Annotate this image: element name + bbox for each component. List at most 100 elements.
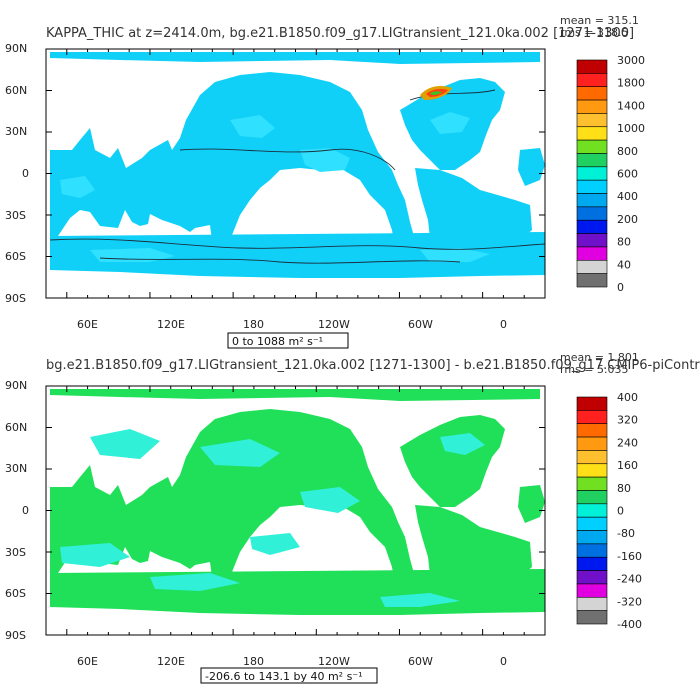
lat-label: 60S: [5, 250, 26, 263]
colorbar-swatch: [576, 139, 608, 154]
lat-label: 60S: [5, 587, 26, 600]
colorbar-label: 240: [617, 436, 638, 449]
lon-label: 120W: [318, 655, 350, 668]
colorbar-swatch: [576, 233, 608, 248]
colorbar-swatch: [576, 436, 608, 451]
panel-title: KAPPA_THIC at z=2414.0m, bg.e21.B1850.f0…: [46, 26, 634, 41]
lon-label: 60W: [408, 655, 433, 668]
top-map-panel: KAPPA_THIC at z=2414.0m, bg.e21.B1850.f0…: [5, 14, 645, 349]
colorbar-label: 1000: [617, 122, 645, 135]
range-label-box: 0 to 1088 m² s⁻¹: [227, 332, 349, 349]
range-label-box: -206.6 to 143.1 by 40 m² s⁻¹: [200, 667, 378, 684]
lat-label: 30S: [5, 209, 26, 222]
colorbar-label: 1800: [617, 77, 645, 90]
colorbar-label: 160: [617, 459, 638, 472]
colorbar-label: -320: [617, 595, 642, 608]
colorbar-swatch: [576, 543, 608, 558]
lat-label: 30N: [5, 462, 27, 475]
colorbar-label: 1400: [617, 99, 645, 112]
colorbar-swatch: [576, 126, 608, 141]
lon-label: 120W: [318, 318, 350, 331]
lat-label: 0: [22, 504, 29, 517]
lat-label: 90N: [5, 379, 27, 392]
bottom-map-panel: bg.e21.B1850.f09_g17.LIGtransient_121.0k…: [5, 351, 700, 684]
colorbar-label: -80: [617, 527, 635, 540]
lat-label: 0: [22, 167, 29, 180]
ocean-field: [50, 52, 545, 278]
range-label: -206.6 to 143.1 by 40 m² s⁻¹: [205, 670, 363, 683]
lon-label: 60E: [77, 655, 98, 668]
colorbar-swatch: [576, 583, 608, 598]
colorbar-swatch: [576, 476, 608, 491]
axis-ticks: [45, 48, 546, 299]
lat-label: 90S: [5, 292, 26, 305]
lat-label: 60N: [5, 421, 27, 434]
colorbar-swatch: [576, 570, 608, 585]
colorbar-label: 80: [617, 482, 631, 495]
colorbar-label: 200: [617, 213, 638, 226]
colorbar-label: 800: [617, 145, 638, 158]
colorbar-label: 600: [617, 168, 638, 181]
axis-ticks: [45, 385, 546, 636]
colorbar-swatch: [576, 556, 608, 571]
colorbar-swatch: [576, 516, 608, 531]
colorbar-swatch: [576, 59, 608, 74]
lon-label: 60W: [408, 318, 433, 331]
colorbar-swatch: [576, 246, 608, 261]
lon-label: 180: [243, 655, 264, 668]
colorbar-label: 400: [617, 190, 638, 203]
map-area: [45, 385, 546, 636]
colorbar-swatch: [576, 73, 608, 88]
colorbar-swatch: [576, 86, 608, 101]
colorbar-swatch: [576, 396, 608, 411]
contour-lines: [49, 89, 546, 264]
rms-stat: rms = 5.035: [560, 363, 628, 376]
lon-label: 180: [243, 318, 264, 331]
hotspot-feature: [420, 86, 452, 100]
colorbar-label: 40: [617, 258, 631, 271]
panel-title: bg.e21.B1850.f09_g17.LIGtransient_121.0k…: [46, 358, 700, 373]
lon-label: 0: [500, 655, 507, 668]
colorbar: 400 320 240 160 80 0 -80 -160 -240 -320 -400: [576, 391, 642, 631]
mean-stat: mean = 315.1: [560, 14, 639, 27]
colorbar-swatch: [576, 193, 608, 208]
range-label: 0 to 1088 m² s⁻¹: [232, 335, 323, 348]
longitude-axis: 60E 120E 180 120W 60W 0: [77, 655, 507, 668]
map-area: [45, 48, 546, 299]
colorbar-swatch: [576, 179, 608, 194]
colorbar-label: 0: [617, 281, 624, 294]
lat-label: 30N: [5, 125, 27, 138]
lat-label: 90S: [5, 629, 26, 642]
colorbar-label: 80: [617, 236, 631, 249]
colorbar-label: 0: [617, 505, 624, 518]
lon-label: 0: [500, 318, 507, 331]
colorbar-swatch: [576, 423, 608, 438]
colorbar-swatch: [576, 206, 608, 221]
colorbar-swatch: [576, 503, 608, 518]
rms-stat: rms = 318.5: [560, 26, 628, 39]
secondary-patches: [60, 429, 485, 607]
secondary-patches: [60, 112, 490, 262]
colorbar-swatch: [576, 99, 608, 114]
colorbar-swatch: [576, 596, 608, 611]
colorbar-swatch: [576, 410, 608, 425]
lat-label: 60N: [5, 84, 27, 97]
colorbar-label: -160: [617, 550, 642, 563]
lon-label: 120E: [157, 655, 185, 668]
longitude-axis: 60E 120E 180 120W 60W 0: [77, 318, 507, 331]
lon-label: 60E: [77, 318, 98, 331]
colorbar-swatch: [576, 610, 608, 625]
colorbar-swatch: [576, 530, 608, 545]
colorbar-swatch: [576, 463, 608, 478]
colorbar-swatch: [576, 166, 608, 181]
colorbar-swatch: [576, 490, 608, 505]
lon-label: 120E: [157, 318, 185, 331]
colorbar-label: 400: [617, 391, 638, 404]
colorbar-label: -400: [617, 618, 642, 631]
latitude-axis: 90N 60N 30N 0 30S 60S 90S: [5, 42, 29, 305]
colorbar-label: -240: [617, 573, 642, 586]
latitude-axis: 90N 60N 30N 0 30S 60S 90S: [5, 379, 29, 642]
colorbar-swatch: [576, 273, 608, 288]
lat-label: 90N: [5, 42, 27, 55]
